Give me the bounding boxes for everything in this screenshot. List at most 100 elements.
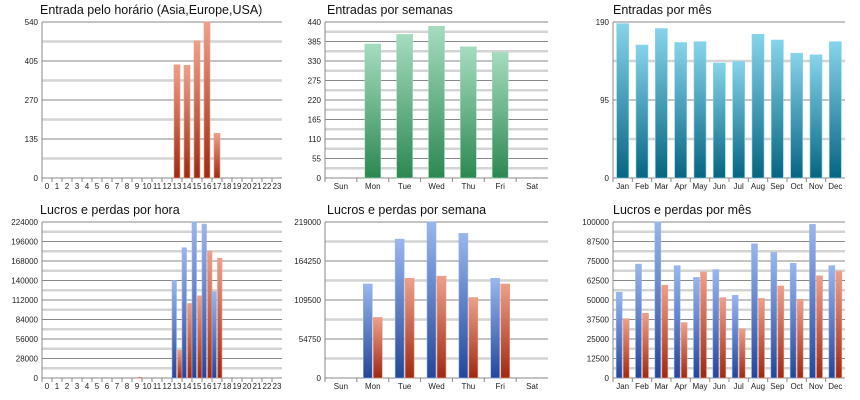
y-tick-label: 84000 xyxy=(16,316,39,325)
chart-title: Lucros e perdas por mês xyxy=(613,203,752,217)
y-tick-label: 54750 xyxy=(299,335,322,344)
x-tick-label: 5 xyxy=(95,182,100,191)
chart-title: Entradas por semanas xyxy=(327,3,453,17)
bar-perdas-may xyxy=(700,271,707,379)
x-tick-label: Mon xyxy=(365,182,381,191)
x-tick-label: 15 xyxy=(193,382,202,391)
bar-lucros-17 xyxy=(211,291,217,379)
x-tick-label: 15 xyxy=(193,182,202,191)
bar-lucros-aug xyxy=(751,243,758,379)
bar-entradas-jan xyxy=(616,23,629,179)
x-tick-label: 17 xyxy=(213,382,222,391)
monthly-entries-chart: Entradas por mês 0 95 190 Jan Feb Mar Apr May Jun… xyxy=(573,0,860,200)
x-tick-label: Wed xyxy=(428,382,444,391)
x-tick-label: 21 xyxy=(253,182,262,191)
x-tick-label: 4 xyxy=(85,182,90,191)
bar-entradas-may xyxy=(693,41,707,179)
x-tick-label: Jan xyxy=(616,182,629,191)
x-tick-label: 19 xyxy=(233,382,242,391)
chart-title: Entradas por mês xyxy=(613,3,712,17)
chart-plot: 0 28000 56000 84000 112000 140000 168000 196000… xyxy=(11,218,282,391)
x-tick-label: Wed xyxy=(428,182,444,191)
y-tick-label: 110 xyxy=(308,135,321,144)
bar-perdas-aug xyxy=(758,298,765,379)
bar-entradas-16 xyxy=(203,21,211,179)
x-tick-label: 13 xyxy=(173,182,182,191)
bar-entradas-jun xyxy=(713,62,726,179)
y-tick-label: 25000 xyxy=(587,335,610,344)
bar-entradas-mar xyxy=(655,28,668,179)
x-tick-label: 8 xyxy=(125,182,130,191)
y-tick-label: 168000 xyxy=(11,257,38,266)
y-tick-label: 0 xyxy=(317,374,322,383)
x-tick-label: May xyxy=(692,182,707,191)
bar-lucros-13 xyxy=(171,280,177,379)
x-tick-label: Sat xyxy=(526,382,539,391)
x-tick-label: 23 xyxy=(273,182,282,191)
weekly-entries-chart: Entradas por semanas 0 55 110 165 220 275 330 38… xyxy=(287,0,574,200)
bar-perdas-9 xyxy=(137,377,143,379)
x-tick-label: Thu xyxy=(461,382,475,391)
monthly-profit-loss-chart: Lucros e perdas por mês 0 12500 25000 37500 5… xyxy=(573,200,860,400)
bar-perdas-wed xyxy=(436,275,447,379)
bar-lucros-feb xyxy=(635,263,642,379)
x-tick-label: 18 xyxy=(223,382,232,391)
y-tick-label: 270 xyxy=(25,96,39,105)
bar-entradas-jul xyxy=(732,61,745,179)
x-tick-label: Jul xyxy=(734,382,744,391)
x-tick-label: 7 xyxy=(115,382,120,391)
x-tick-label: Nov xyxy=(809,182,823,191)
bar-perdas-oct xyxy=(796,298,804,379)
bar-entradas-feb xyxy=(635,44,649,179)
bar-perdas-nov xyxy=(816,275,823,379)
bar-lucros-fri xyxy=(490,277,501,379)
bar-perdas-dec xyxy=(835,270,843,379)
x-tick-label: 4 xyxy=(85,382,90,391)
bar-lucros-tue xyxy=(394,238,405,379)
x-tick-label: Aug xyxy=(751,382,765,391)
x-tick-label: 21 xyxy=(253,382,262,391)
bar-perdas-jan xyxy=(622,318,630,379)
y-tick-label: 135 xyxy=(25,135,39,144)
x-tick-label: Oct xyxy=(790,182,803,191)
y-tick-label: 112000 xyxy=(12,296,39,305)
x-tick-label: 16 xyxy=(203,382,212,391)
x-tick-label: 9 xyxy=(135,182,140,191)
x-tick-label: 7 xyxy=(115,182,120,191)
y-tick-label: 0 xyxy=(34,374,39,383)
bar-entradas-17 xyxy=(213,132,221,179)
bar-entradas-apr xyxy=(674,42,687,179)
bar-lucros-16 xyxy=(201,223,207,379)
bar-lucros-jan xyxy=(615,291,623,379)
y-tick-label: 100000 xyxy=(582,218,609,227)
y-tick-label: 385 xyxy=(308,38,322,47)
y-tick-label: 0 xyxy=(34,174,39,183)
bar-lucros-nov xyxy=(809,224,816,379)
x-tick-label: 22 xyxy=(263,182,272,191)
bar-perdas-16 xyxy=(207,250,213,379)
bar-perdas-jun xyxy=(719,297,727,379)
bar-entradas-13 xyxy=(173,64,181,179)
y-tick-label: 0 xyxy=(317,174,322,183)
x-tick-label: Aug xyxy=(751,182,765,191)
x-tick-label: 20 xyxy=(243,382,252,391)
x-tick-label: Dec xyxy=(828,182,842,191)
x-tick-label: Nov xyxy=(809,382,823,391)
chart-plot: 0 95 190 Jan Feb Mar Apr May Jun Jul Aug Sep Oct Nov D… xyxy=(596,18,845,191)
y-tick-label: 275 xyxy=(308,77,322,86)
y-tick-label: 224000 xyxy=(11,218,38,227)
x-tick-label: 3 xyxy=(75,182,80,191)
x-tick-label: Apr xyxy=(674,382,687,391)
y-tick-label: 540 xyxy=(25,18,39,27)
x-tick-label: Feb xyxy=(635,382,649,391)
bar-entradas-aug xyxy=(751,34,765,179)
x-tick-label: Jan xyxy=(616,382,629,391)
bar-perdas-tue xyxy=(404,277,415,379)
y-tick-label: 95 xyxy=(600,96,609,105)
bar-entradas-15 xyxy=(193,40,201,179)
x-tick-label: Tue xyxy=(398,182,412,191)
x-tick-label: 8 xyxy=(125,382,130,391)
bar-entradas-14 xyxy=(183,65,191,179)
y-tick-label: 75000 xyxy=(587,257,610,266)
